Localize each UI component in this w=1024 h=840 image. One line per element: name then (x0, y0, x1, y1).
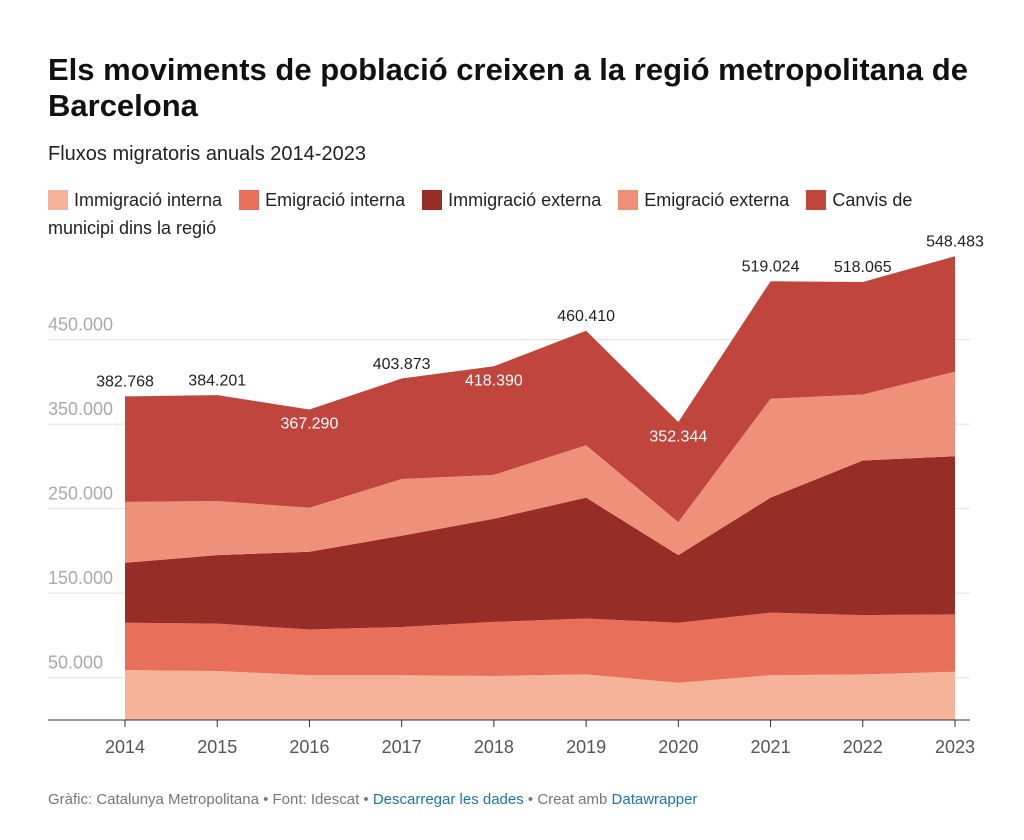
legend-swatch (48, 190, 68, 210)
footer-source: Gràfic: Catalunya Metropolitana • Font: … (48, 791, 373, 808)
area (125, 612, 955, 683)
area (125, 456, 955, 630)
legend-label: Canvis de municipi dins la regió (48, 190, 913, 238)
legend-item: Emigració externa (618, 190, 789, 210)
total-label: 518.065 (834, 259, 892, 276)
legend-item: Canvis de municipi dins la regió (48, 190, 912, 238)
chart-subtitle: Fluxos migratoris anuals 2014-2023 (48, 143, 366, 165)
legend-swatch (239, 190, 260, 210)
y-tick-label: 50.000 (48, 652, 103, 672)
footer: Gràfic: Catalunya Metropolitana • Font: … (48, 791, 697, 808)
x-tick-label: 2016 (289, 737, 329, 757)
y-tick-label: 150.000 (48, 568, 113, 588)
legend-item: Immigració interna (48, 190, 222, 210)
legend-label: Emigració externa (644, 190, 790, 210)
x-tick-label: 2014 (105, 737, 145, 757)
legend-swatch (618, 190, 639, 210)
x-tick-label: 2018 (474, 737, 514, 757)
legend-label: Immigració interna (74, 190, 223, 210)
total-label: 460.410 (557, 308, 615, 325)
total-label: 403.873 (373, 356, 431, 373)
x-tick-label: 2023 (935, 737, 975, 757)
x-tick-label: 2020 (658, 737, 698, 757)
legend: Immigració interna Emigració interna Imm… (48, 186, 968, 242)
legend-swatch (422, 190, 443, 210)
area (125, 371, 955, 563)
download-link[interactable]: Descarregar les dades (372, 791, 524, 808)
legend-item: Emigració interna (239, 190, 405, 210)
y-tick-label: 450.000 (48, 314, 113, 334)
y-tick-label: 250.000 (48, 483, 113, 503)
x-tick-label: 2015 (197, 737, 237, 757)
x-tick-label: 2022 (843, 737, 883, 757)
x-tick-label: 2019 (566, 737, 606, 757)
legend-label: Emigració interna (265, 190, 406, 210)
chart-title: Els moviments de població creixen a la r… (48, 52, 968, 123)
total-label: 418.390 (465, 372, 523, 389)
total-label: 548.483 (926, 234, 984, 251)
y-tick-label: 350.000 (48, 399, 113, 419)
x-tick-label: 2021 (751, 737, 791, 757)
total-label: 352.344 (649, 428, 707, 445)
total-label: 519.024 (742, 258, 800, 275)
legend-label: Immigració externa (448, 190, 602, 210)
total-label: 382.768 (96, 374, 154, 391)
x-tick-label: 2017 (382, 737, 422, 757)
legend-swatch (806, 190, 827, 210)
footer-made: • Creat amb (523, 791, 612, 808)
total-label: 384.201 (188, 372, 246, 389)
tool-link[interactable]: Datawrapper (611, 791, 698, 808)
legend-item: Immigració externa (422, 190, 601, 210)
area (125, 256, 955, 523)
area (125, 670, 955, 720)
total-label: 367.290 (281, 416, 339, 433)
